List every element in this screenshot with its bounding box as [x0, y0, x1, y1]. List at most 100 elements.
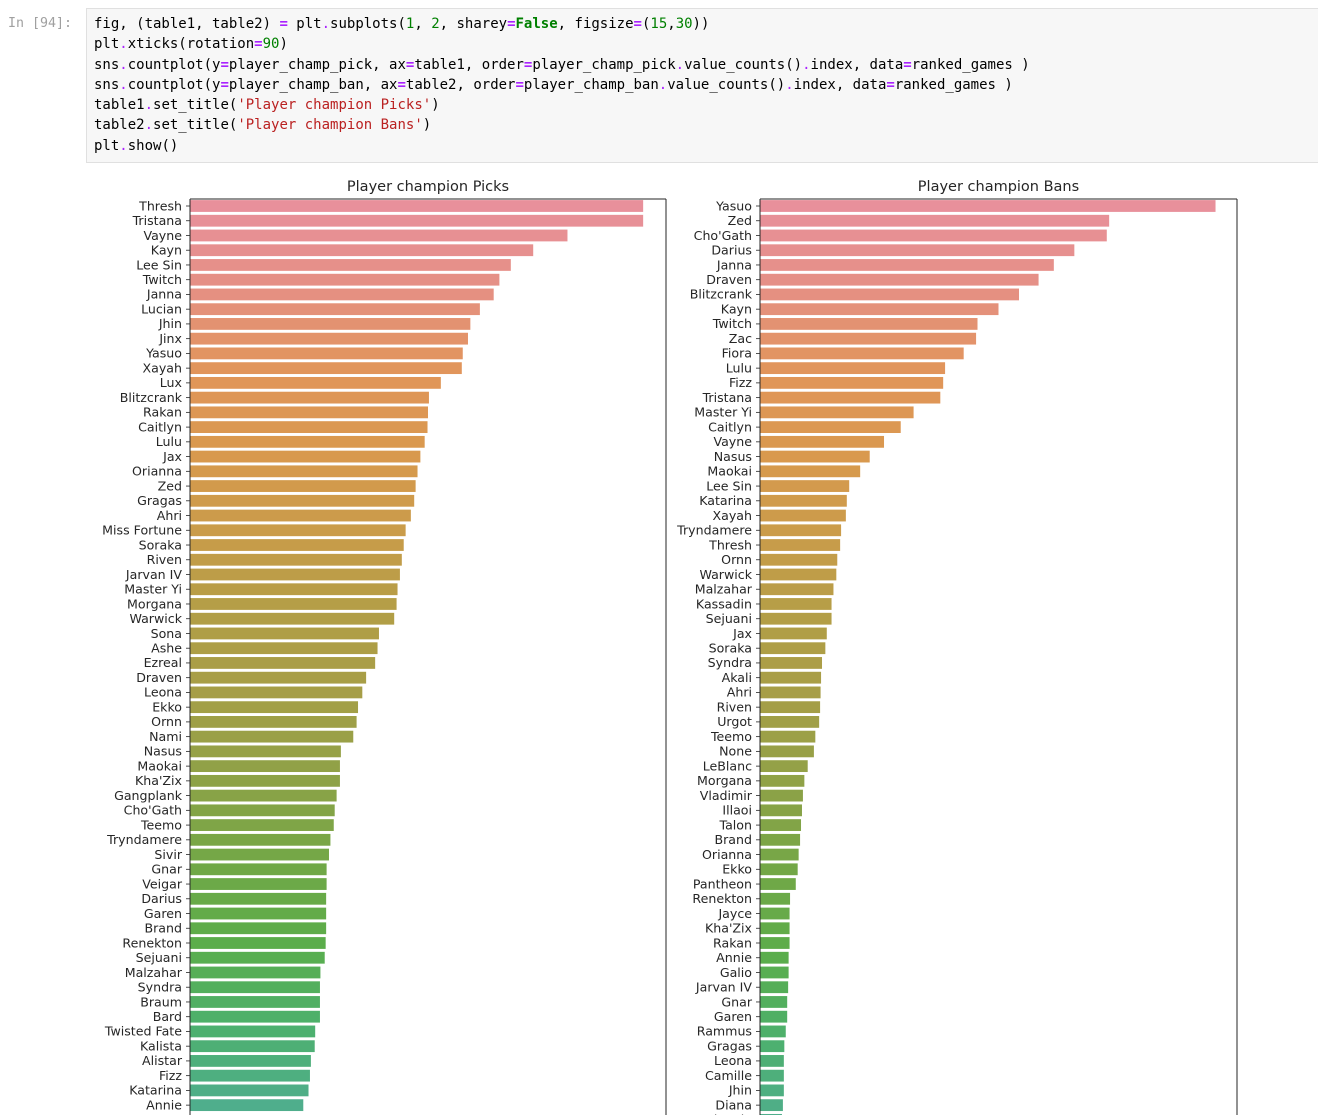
bar — [760, 273, 1039, 286]
bar — [760, 937, 790, 949]
bar — [760, 627, 827, 640]
bar — [760, 981, 789, 994]
code-token: . — [144, 97, 154, 114]
bar — [760, 671, 822, 684]
code-token: countplot(y — [127, 56, 221, 73]
y-tick-label: Katarina — [699, 493, 752, 508]
bar — [190, 421, 428, 433]
code-token: ) — [422, 117, 432, 134]
bar — [760, 951, 789, 964]
bar — [190, 657, 376, 669]
y-tick-label: Vayne — [143, 228, 182, 243]
code-token: = — [279, 16, 288, 32]
code-token: . — [119, 137, 128, 154]
bar — [190, 214, 644, 227]
y-tick-label: Illaoi — [722, 803, 752, 818]
y-tick-label: Thresh — [138, 198, 182, 213]
chart-title: Player champion Picks — [347, 179, 509, 195]
code-token: xticks(rotation — [127, 36, 255, 53]
code-token: sns — [94, 76, 120, 93]
bar — [760, 1069, 784, 1082]
y-tick-label: Xayah — [143, 360, 183, 375]
code-token: = — [523, 56, 533, 73]
code-token: = — [220, 76, 229, 93]
bar — [760, 612, 832, 625]
code-token: 15 — [650, 16, 668, 32]
y-tick-label: Diana — [715, 1097, 752, 1112]
y-tick-label: Jhin — [158, 316, 182, 331]
code-token: index, data — [793, 76, 887, 93]
code-token: . — [144, 117, 154, 134]
bar — [190, 612, 395, 625]
y-tick-label: Kayn — [721, 301, 752, 316]
code-token: ) — [431, 97, 440, 114]
bar — [760, 303, 999, 316]
y-tick-label: Syndra — [138, 980, 182, 995]
bar — [760, 642, 826, 655]
y-tick-label: Master Yi — [694, 405, 752, 420]
bar — [760, 789, 803, 802]
code-token: . — [119, 36, 128, 53]
bar — [190, 539, 404, 551]
y-tick-label: Jinx — [158, 331, 182, 346]
bar — [190, 627, 379, 640]
y-tick-label: Nasus — [144, 744, 182, 759]
code-text[interactable]: fig, (table1, table2) = plt.subplots(1, … — [94, 14, 1030, 156]
y-tick-label: Maokai — [707, 464, 752, 479]
code-token: . — [119, 76, 128, 93]
bar — [190, 922, 327, 935]
bar — [190, 391, 429, 404]
y-tick-label: Cho'Gath — [124, 803, 182, 818]
cell-output: Thresh Tristana Vayne Kayn Lee Sin Twitch Jann… — [86, 170, 1318, 1115]
code-token: 30 — [675, 16, 693, 32]
code-token: ranked_games ) — [894, 76, 1013, 93]
bar — [760, 362, 946, 375]
y-tick-label: Vladimir — [700, 788, 753, 803]
y-tick-label: Malzahar — [695, 582, 753, 597]
y-tick-label: Warwick — [699, 567, 752, 582]
code-token: value_counts() — [684, 56, 803, 73]
code-token: player_champ_pick — [532, 56, 676, 73]
y-tick-label: Draven — [136, 670, 182, 685]
y-tick-label: Twitch — [142, 272, 182, 287]
bar — [760, 480, 850, 492]
y-tick-label: Ahri — [727, 685, 752, 700]
bar — [190, 553, 402, 566]
y-tick-label: Akali — [722, 670, 752, 685]
y-tick-label: LeBlanc — [703, 758, 752, 773]
bar — [190, 435, 425, 448]
y-tick-label: Master Yi — [124, 582, 182, 597]
y-tick-label: Bard — [153, 1009, 182, 1024]
y-tick-label: Orianna — [132, 464, 182, 479]
bar — [190, 937, 326, 949]
code-token: = — [633, 16, 642, 32]
y-tick-label: Jayce — [717, 906, 752, 921]
code-token: table1 — [94, 97, 145, 114]
code-token: ( — [641, 16, 651, 32]
y-tick-label: Caitlyn — [708, 419, 752, 434]
bar — [190, 524, 406, 537]
y-tick-label: Rakan — [713, 935, 752, 950]
code-token: = — [903, 56, 912, 73]
y-tick-label: Cassiopeia — [684, 1112, 752, 1115]
y-tick-label: Soraka — [709, 641, 752, 656]
code-editor[interactable] — [86, 8, 1318, 163]
y-tick-label: Teemo — [140, 817, 182, 832]
bar — [190, 789, 337, 802]
bar — [190, 288, 494, 301]
bar — [190, 833, 331, 846]
y-tick-label: Kassadin — [696, 596, 752, 611]
bar — [760, 229, 1107, 242]
bar — [190, 1055, 311, 1067]
code-token: = — [397, 76, 406, 93]
y-tick-label: Zac — [729, 331, 752, 346]
bar — [760, 774, 805, 787]
code-token: . — [675, 56, 685, 73]
y-tick-label: Teemo — [710, 729, 752, 744]
bar — [190, 494, 415, 507]
y-tick-label: Alistar — [142, 1053, 183, 1068]
y-tick-label: Gragas — [137, 493, 182, 508]
code-token: ) — [279, 36, 288, 53]
bar — [190, 892, 327, 905]
